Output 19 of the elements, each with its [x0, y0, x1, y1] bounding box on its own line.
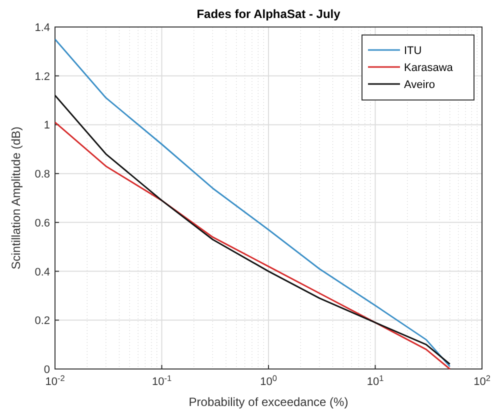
y-axis-title: Scintillation Amplitude (dB)	[9, 126, 23, 270]
y-tick-label: 0.2	[34, 315, 50, 328]
y-tick-label: 0.6	[34, 217, 50, 230]
y-tick-label: 1.2	[34, 70, 50, 83]
y-tick-label: 0	[44, 364, 50, 376]
x-tick-label: 10$^{-2}$	[45, 374, 66, 388]
legend-label: ITU	[404, 45, 422, 57]
chart-title: Fades for AlphaSat - July	[196, 7, 341, 21]
legend-label: Karasawa	[404, 62, 454, 74]
x-tick-label: 10$^{1}$	[366, 374, 384, 388]
y-tick-label: 1.4	[34, 22, 50, 34]
y-tick-label: 1	[44, 120, 50, 132]
x-tick-label: 10$^{0}$	[260, 374, 278, 388]
y-tick-label: 0.8	[34, 168, 50, 181]
x-tick-label: 10$^{2}$	[474, 374, 491, 388]
legend-label: Aveiro	[404, 79, 435, 91]
y-tick-label: 0.4	[34, 266, 50, 278]
x-tick-label: 10$^{-1}$	[152, 374, 172, 388]
x-axis-title: Probability of exceedance (%)	[188, 395, 348, 409]
